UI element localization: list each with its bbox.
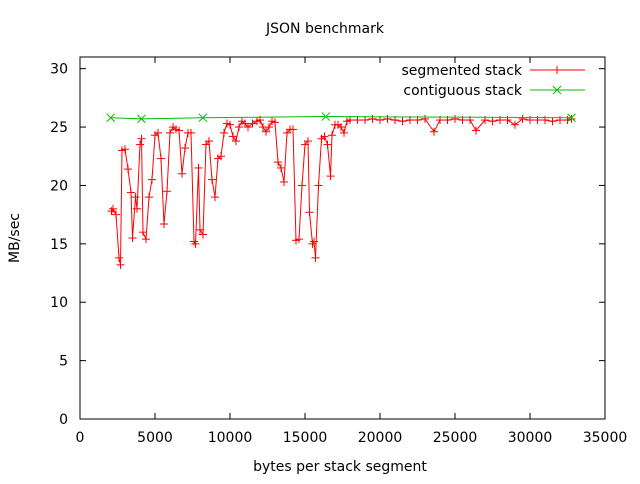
y-tick-label: 0 bbox=[59, 412, 68, 428]
x-tick-label: 0 bbox=[76, 430, 85, 446]
plot-frame bbox=[79, 56, 606, 420]
legend: segmented stack contiguous stack bbox=[401, 63, 585, 99]
x-axis-label: bytes per stack segment bbox=[253, 459, 427, 475]
y-tick-label: 20 bbox=[50, 178, 68, 194]
data-point-contiguous bbox=[567, 113, 576, 123]
data-point-contiguous bbox=[137, 114, 146, 124]
y-tick-label: 10 bbox=[50, 295, 68, 311]
x-tick-label: 10000 bbox=[208, 430, 253, 446]
data-point-contiguous bbox=[321, 112, 331, 121]
x-tick-label: 20000 bbox=[358, 430, 403, 446]
legend-marker-contiguous bbox=[552, 85, 562, 95]
x-tick-label: 25000 bbox=[433, 430, 478, 446]
y-tick-label: 30 bbox=[50, 62, 68, 78]
chart-title: JSON benchmark bbox=[265, 21, 385, 37]
y-tick-label: 25 bbox=[50, 120, 68, 136]
legend-label-contiguous: contiguous stack bbox=[403, 83, 523, 99]
y-axis-label: MB/sec bbox=[7, 213, 23, 263]
series-line-segmented bbox=[111, 118, 572, 265]
x-tick-label: 35000 bbox=[583, 430, 628, 446]
data-point-contiguous bbox=[106, 113, 116, 123]
x-tick-label: 30000 bbox=[508, 430, 553, 446]
legend-label-segmented: segmented stack bbox=[401, 63, 522, 79]
x-tick-label: 5000 bbox=[137, 430, 173, 446]
y-tick-label: 15 bbox=[50, 237, 68, 253]
series-line-contiguous bbox=[110, 116, 572, 120]
y-tick-label: 5 bbox=[59, 354, 68, 370]
x-tick-label: 15000 bbox=[283, 430, 328, 446]
data-point-contiguous bbox=[198, 113, 208, 123]
